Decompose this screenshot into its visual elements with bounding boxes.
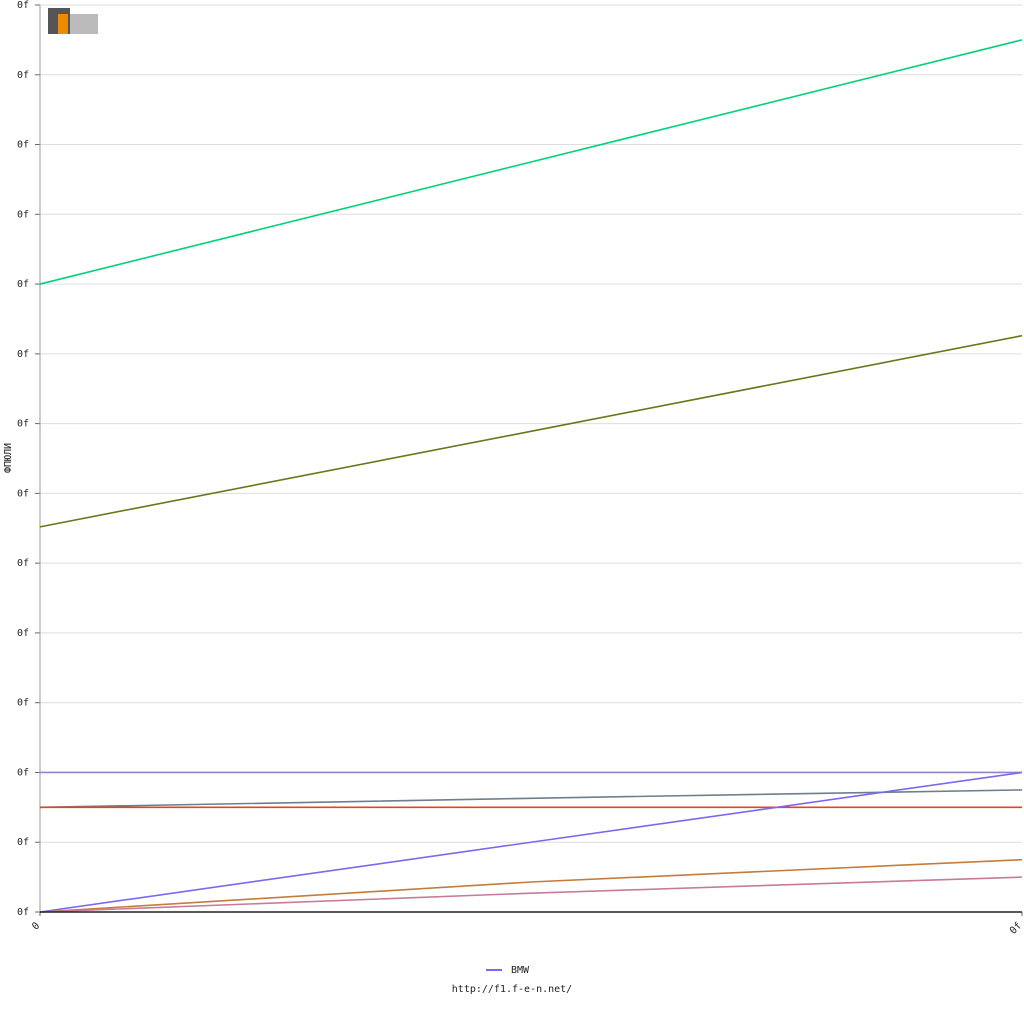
y-tick-label: 0f [17, 349, 29, 360]
logo [48, 8, 98, 34]
y-axis-label: ФПЮЛИ [3, 443, 14, 473]
series-line [39, 876, 1023, 913]
x-tick-label: 0 [30, 920, 42, 932]
series-line [39, 858, 1023, 913]
y-tick-label: 0f [17, 279, 29, 290]
y-tick-label: 0f [17, 0, 29, 11]
y-tick-label: 0f [17, 558, 29, 569]
y-tick-label: 0f [17, 907, 29, 918]
series-line [39, 771, 1023, 913]
footer: http://f1.f-e-n.net/ [452, 984, 572, 995]
series-line [39, 789, 1023, 809]
y-tick-label: 0f [17, 70, 29, 81]
series-line [39, 334, 1023, 528]
y-tick-label: 0f [17, 209, 29, 220]
y-tick-label: 0f [17, 837, 29, 848]
legend-label: BMW [511, 965, 530, 976]
x-tick-label: 0f [1008, 920, 1024, 936]
y-tick-label: 0f [17, 767, 29, 778]
series-line [39, 39, 1023, 285]
y-tick-label: 0f [17, 628, 29, 639]
y-tick-label: 0f [17, 698, 29, 709]
y-tick-label: 0f [17, 488, 29, 499]
y-tick-label: 0f [17, 419, 29, 430]
y-tick-label: 0f [17, 140, 29, 151]
